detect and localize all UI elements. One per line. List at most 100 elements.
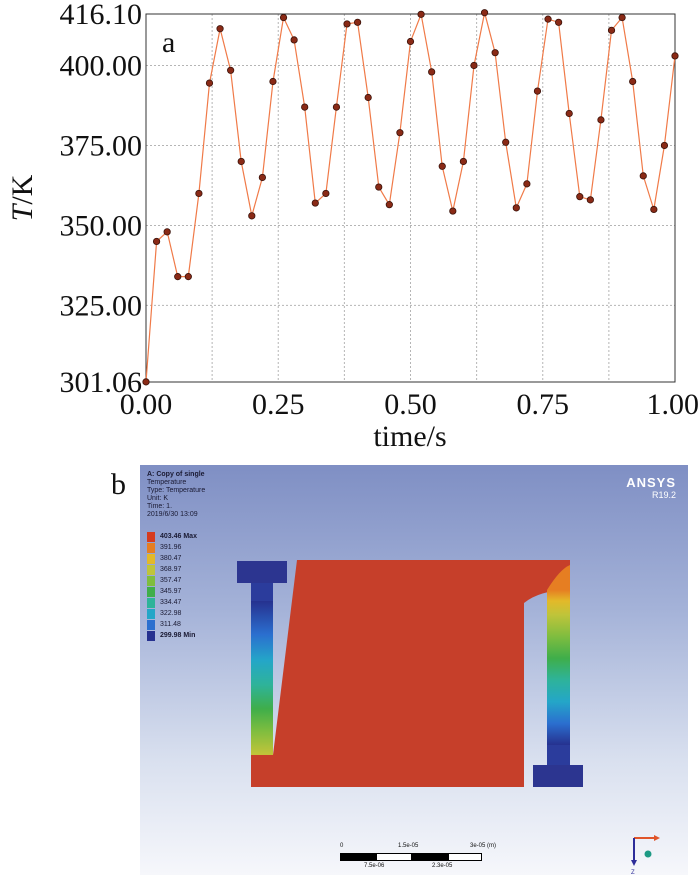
scale-segment bbox=[376, 853, 412, 861]
data-point bbox=[438, 162, 446, 170]
y-tick-label: 350.00 bbox=[60, 209, 143, 242]
y-axis-dot bbox=[644, 850, 652, 858]
data-point bbox=[660, 141, 669, 150]
scale-label-0: 0 bbox=[340, 843, 344, 849]
data-point bbox=[544, 15, 552, 23]
data-point bbox=[184, 273, 192, 281]
scale-label-three-quarter: 2.3e-05 bbox=[432, 863, 453, 869]
ansys-temperature-view: A: Copy of single Temperature Type: Temp… bbox=[140, 465, 688, 875]
plot-frame bbox=[145, 13, 676, 383]
legend-label: 368.97 bbox=[160, 566, 182, 573]
x-tick-labels: 0.00 0.25 0.50 0.75 1.00 bbox=[120, 388, 699, 421]
y-tick-label: 375.00 bbox=[60, 129, 143, 162]
info-date: 2019/6/30 13:09 bbox=[147, 511, 198, 518]
data-point bbox=[332, 103, 341, 111]
data-point bbox=[565, 109, 573, 118]
data-point bbox=[269, 77, 277, 86]
legend-swatch bbox=[147, 576, 155, 586]
data-point bbox=[417, 10, 425, 18]
scale-segment bbox=[448, 853, 482, 861]
left-pillar-cap bbox=[237, 561, 287, 583]
legend-swatch bbox=[147, 532, 155, 542]
legend-label: 345.97 bbox=[160, 588, 182, 595]
scale-bar bbox=[340, 853, 482, 861]
legend-swatch bbox=[147, 598, 155, 608]
legend-swatch bbox=[147, 620, 155, 630]
data-point bbox=[449, 207, 457, 215]
ansys-version: R19.2 bbox=[651, 490, 676, 500]
data-markers bbox=[142, 9, 679, 386]
data-point bbox=[491, 49, 499, 57]
data-point bbox=[152, 237, 161, 246]
legend-swatch bbox=[147, 609, 155, 619]
x-tick-label: 0.50 bbox=[384, 388, 437, 421]
x-axis-arrowhead bbox=[654, 835, 660, 841]
legend-label: 357.47 bbox=[160, 577, 182, 584]
right-pillar-foot bbox=[533, 765, 583, 787]
legend-swatch bbox=[147, 587, 155, 597]
data-point bbox=[629, 77, 637, 86]
legend-label: 391.96 bbox=[160, 544, 182, 551]
data-point bbox=[163, 228, 171, 236]
scale-label-mid: 1.5e-05 bbox=[398, 843, 419, 849]
data-point bbox=[248, 212, 256, 220]
x-tick-label: 0.25 bbox=[252, 388, 305, 421]
left-pillar-neck bbox=[251, 583, 273, 601]
data-point bbox=[174, 273, 182, 281]
data-point bbox=[502, 138, 510, 146]
ansys-brand: ANSYS R19.2 bbox=[626, 475, 676, 500]
info-unit: Unit: K bbox=[147, 495, 169, 502]
data-point bbox=[639, 172, 647, 180]
legend-label: 403.46 Max bbox=[160, 533, 197, 540]
data-point bbox=[618, 13, 626, 22]
scale-segment bbox=[340, 853, 376, 861]
data-point bbox=[205, 79, 214, 87]
data-point bbox=[512, 204, 520, 212]
x-tick-label: 1.00 bbox=[647, 388, 700, 421]
data-point bbox=[428, 68, 436, 76]
data-point bbox=[671, 52, 679, 60]
data-point bbox=[523, 180, 531, 188]
data-point bbox=[396, 129, 404, 137]
legend-label: 299.98 Min bbox=[160, 632, 196, 639]
data-point bbox=[480, 9, 489, 17]
info-result-type: Type: Temperature bbox=[147, 487, 206, 494]
data-point bbox=[597, 116, 605, 124]
y-tick-label: 301.06 bbox=[60, 366, 143, 399]
main-body-base bbox=[251, 755, 524, 787]
data-point bbox=[258, 173, 266, 182]
data-point bbox=[290, 36, 298, 44]
info-time: Time: 1. bbox=[147, 503, 173, 510]
y-axis-title-symbol: T bbox=[6, 202, 39, 221]
coordinate-triad: Z bbox=[631, 835, 660, 874]
z-axis-arrowhead bbox=[631, 860, 637, 866]
x-tick-label: 0.00 bbox=[120, 388, 173, 421]
model-geometry bbox=[237, 560, 583, 787]
legend-swatch bbox=[147, 631, 155, 641]
right-pillar bbox=[547, 590, 570, 745]
z-axis-label: Z bbox=[631, 870, 635, 874]
data-point bbox=[406, 37, 415, 46]
x-axis-title: time/s bbox=[373, 420, 446, 450]
scale-segment bbox=[412, 853, 448, 861]
data-point bbox=[385, 201, 393, 209]
legend-label: 334.47 bbox=[160, 599, 182, 606]
data-point bbox=[353, 18, 362, 26]
data-point bbox=[607, 26, 616, 34]
panel-label-a: a bbox=[162, 26, 175, 59]
data-point bbox=[470, 61, 478, 70]
ansys-logo-text: ANSYS bbox=[626, 475, 676, 490]
info-result-name: Temperature bbox=[147, 479, 187, 486]
grid-lines bbox=[146, 14, 675, 382]
data-point bbox=[650, 205, 658, 214]
data-point bbox=[279, 13, 288, 22]
y-tick-label: 325.00 bbox=[60, 289, 143, 322]
info-model-name: A: Copy of single bbox=[147, 471, 205, 478]
scale-label-end: 3e-05 (m) bbox=[470, 843, 497, 849]
right-pillar-neck bbox=[547, 745, 570, 765]
data-point bbox=[311, 199, 319, 207]
data-point bbox=[301, 103, 309, 111]
y-tick-label: 400.00 bbox=[60, 50, 143, 83]
data-point bbox=[343, 20, 351, 28]
legend-swatch bbox=[147, 554, 155, 564]
